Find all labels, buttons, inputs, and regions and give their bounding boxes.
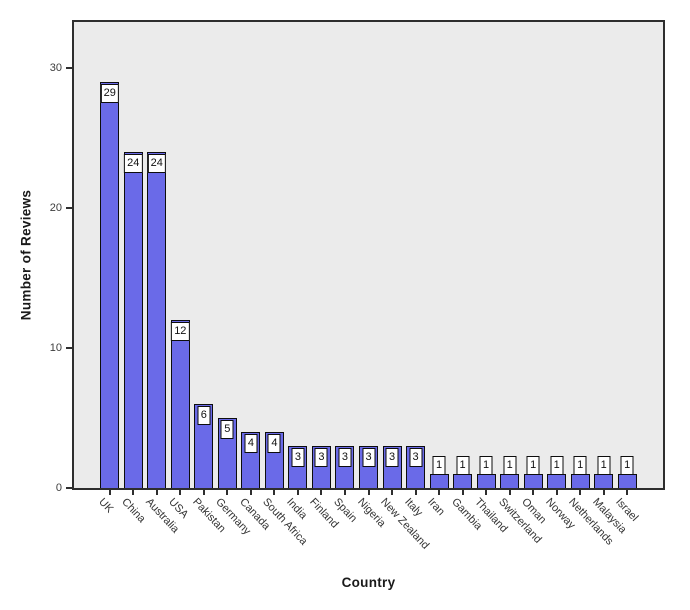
x-tick-mark bbox=[226, 488, 229, 495]
bar-value-label: 3 bbox=[409, 448, 423, 467]
bar-value-label: 3 bbox=[291, 448, 305, 467]
x-tick-mark bbox=[108, 488, 111, 495]
bar bbox=[594, 474, 614, 488]
bar bbox=[194, 404, 214, 488]
bar-value-label: 1 bbox=[526, 456, 540, 475]
bar-value-label: 1 bbox=[620, 456, 634, 475]
plot-area: 29 24 24 12 6 5 4 4 3 3 3 3 3 3 1 1 1 1 1 1 1 1 1 bbox=[72, 20, 665, 490]
bar bbox=[523, 474, 543, 488]
bar-value-label: 29 bbox=[100, 84, 119, 103]
bar-value-label: 24 bbox=[124, 154, 143, 173]
y-tick-label: 30 bbox=[49, 62, 62, 74]
bar-value-label: 6 bbox=[197, 406, 211, 425]
x-tick-mark bbox=[461, 488, 464, 495]
y-tick-mark bbox=[66, 207, 72, 209]
x-tick-mark bbox=[296, 488, 299, 495]
x-tick-mark bbox=[179, 488, 182, 495]
x-tick-mark bbox=[532, 488, 535, 495]
x-tick-mark bbox=[202, 488, 205, 495]
bar-value-label: 4 bbox=[267, 434, 281, 453]
y-tick-label: 20 bbox=[49, 202, 62, 214]
x-tick-mark bbox=[249, 488, 252, 495]
x-tick-mark bbox=[626, 488, 629, 495]
bar-value-label: 4 bbox=[244, 434, 258, 453]
bar-value-label: 5 bbox=[220, 420, 234, 439]
y-tick-mark bbox=[66, 347, 72, 349]
bar-value-label: 1 bbox=[597, 456, 611, 475]
y-tick-mark bbox=[66, 487, 72, 489]
x-tick-mark bbox=[273, 488, 276, 495]
x-tick-mark bbox=[579, 488, 582, 495]
bar-value-label: 1 bbox=[479, 456, 493, 475]
bar-value-label: 1 bbox=[573, 456, 587, 475]
bar-value-label: 3 bbox=[314, 448, 328, 467]
x-tick-mark bbox=[602, 488, 605, 495]
bar bbox=[170, 320, 190, 488]
x-tick-mark bbox=[132, 488, 135, 495]
x-tick-mark bbox=[391, 488, 394, 495]
x-tick-mark bbox=[485, 488, 488, 495]
bar-value-label: 3 bbox=[338, 448, 352, 467]
y-tick-label: 10 bbox=[49, 342, 62, 354]
x-tick-mark bbox=[508, 488, 511, 495]
x-tick-mark bbox=[343, 488, 346, 495]
x-axis-title: Country bbox=[341, 575, 396, 590]
bar-value-label: 1 bbox=[456, 456, 470, 475]
bar-value-label: 24 bbox=[147, 154, 166, 173]
bar-value-label: 1 bbox=[550, 456, 564, 475]
bar-value-label: 1 bbox=[432, 456, 446, 475]
x-tick-mark bbox=[367, 488, 370, 495]
bar bbox=[453, 474, 473, 488]
bar-value-label: 1 bbox=[503, 456, 517, 475]
x-tick-label: Iran bbox=[425, 496, 447, 519]
bar bbox=[617, 474, 637, 488]
bar bbox=[147, 152, 167, 488]
bar bbox=[429, 474, 449, 488]
bar bbox=[500, 474, 520, 488]
bar-value-label: 3 bbox=[385, 448, 399, 467]
bar-value-label: 3 bbox=[362, 448, 375, 467]
x-tick-mark bbox=[155, 488, 158, 495]
bar bbox=[570, 474, 590, 488]
x-tick-label: UK bbox=[95, 496, 116, 516]
x-tick-mark bbox=[555, 488, 558, 495]
bar bbox=[476, 474, 496, 488]
x-tick-mark bbox=[414, 488, 417, 495]
bar-value-label: 12 bbox=[171, 322, 190, 341]
y-tick-label: 0 bbox=[55, 482, 62, 494]
x-tick-mark bbox=[320, 488, 323, 495]
bar bbox=[100, 82, 120, 488]
x-tick-mark bbox=[438, 488, 441, 495]
x-tick-label: China bbox=[119, 496, 148, 526]
bar bbox=[547, 474, 567, 488]
y-tick-mark bbox=[66, 67, 72, 69]
bar bbox=[123, 152, 143, 488]
